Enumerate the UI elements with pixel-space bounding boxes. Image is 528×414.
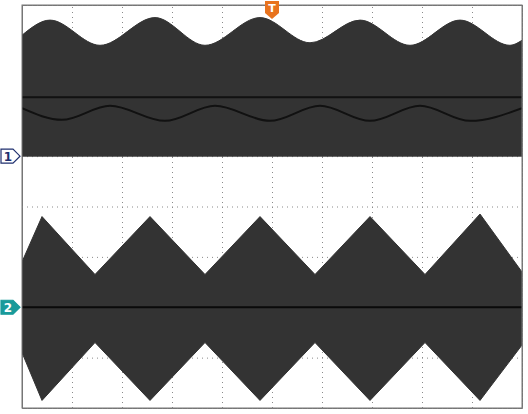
tick — [22, 207, 522, 208]
trace-line — [22, 106, 522, 121]
trace-line — [22, 96, 522, 98]
trigger-label: T — [268, 2, 276, 15]
trigger-marker — [265, 1, 279, 19]
y-axis — [22, 6, 522, 409]
frame — [22, 5, 522, 408]
trace-band — [22, 18, 522, 157]
tick — [22, 307, 522, 308]
plot-background — [22, 5, 522, 408]
x-axis — [23, 5, 523, 409]
scope-screen: 1 2 T — [0, 0, 528, 414]
trace-band — [22, 214, 522, 400]
channel-marker — [1, 300, 20, 314]
trace-line — [22, 306, 522, 308]
markers: 1 2 T — [1, 1, 279, 315]
channel-label: 1 — [4, 150, 12, 164]
axis-line — [23, 5, 523, 409]
channel-label: 2 — [4, 301, 12, 315]
traces — [22, 18, 522, 401]
grid-line — [22, 307, 522, 308]
axis-line — [23, 6, 523, 409]
channel-marker — [1, 149, 20, 163]
grid-line — [22, 207, 522, 208]
